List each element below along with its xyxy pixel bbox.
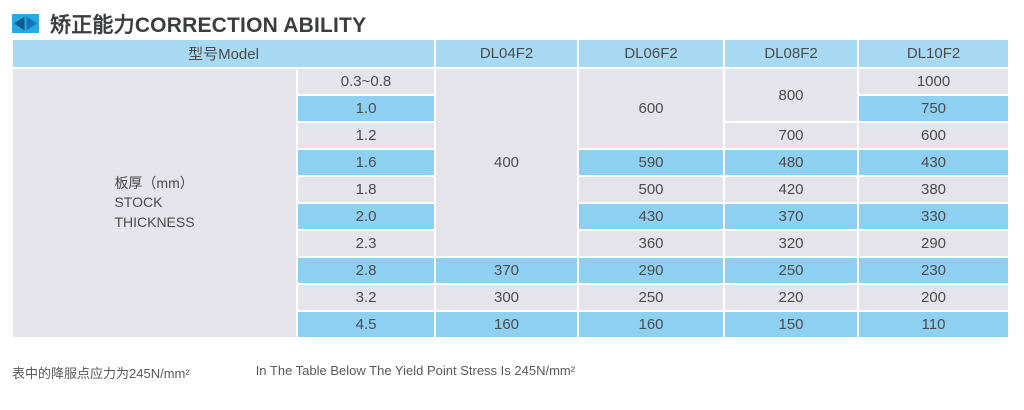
cell-dl10: 600 [859, 123, 1009, 148]
cell-dl10: 330 [859, 204, 1009, 229]
header-model: 型号Model [13, 40, 435, 67]
cell-dl08: 250 [725, 258, 858, 283]
cell-thickness: 3.2 [298, 285, 435, 310]
footnote: 表中的降服点应力为245N/mm² In The Table Below The… [12, 363, 1024, 382]
stock-thickness-label-en1: STOCK [114, 194, 163, 211]
cell-dl04-span: 400 [436, 69, 578, 256]
cell-dl10: 1000 [859, 69, 1009, 94]
table-row: 1.2 700 600 [13, 123, 1009, 148]
cell-dl08: 150 [725, 312, 858, 337]
cell-dl06: 290 [579, 258, 724, 283]
cell-dl10: 430 [859, 150, 1009, 175]
page-title-en: CORRECTION ABILITY [134, 13, 367, 37]
stock-thickness-label-zh: 板厚（mm） [114, 174, 194, 191]
cell-dl10: 290 [859, 231, 1009, 256]
table-row: 2.0 430 370 330 [13, 204, 1009, 229]
cell-dl10: 110 [859, 312, 1009, 337]
cell-dl04: 160 [436, 312, 578, 337]
cell-dl08: 480 [725, 150, 858, 175]
section-title-bar: 矫正能力CORRECTION ABILITY [0, 0, 1024, 39]
cell-thickness: 2.3 [298, 231, 435, 256]
cell-thickness: 4.5 [298, 312, 435, 337]
cell-thickness: 2.0 [298, 204, 435, 229]
cell-dl06-span: 600 [579, 69, 724, 148]
cell-dl08: 220 [725, 285, 858, 310]
cell-dl04: 300 [436, 285, 578, 310]
cell-dl08: 320 [725, 231, 858, 256]
cell-thickness: 2.8 [298, 258, 435, 283]
cell-dl06: 360 [579, 231, 724, 256]
stock-thickness-label-en2: THICKNESS [114, 213, 195, 230]
header-dl06f2: DL06F2 [579, 40, 724, 67]
cell-dl08-span: 800 [725, 69, 858, 121]
cell-dl06: 430 [579, 204, 724, 229]
cell-thickness: 1.0 [298, 96, 435, 121]
cell-thickness: 0.3~0.8 [298, 69, 435, 94]
cell-dl10: 380 [859, 177, 1009, 202]
table-row: 4.5 160 160 150 110 [13, 312, 1009, 337]
table-row: 板厚（mm） STOCK THICKNESS 0.3~0.8 400 600 8… [13, 69, 1009, 337]
cell-dl08: 420 [725, 177, 858, 202]
twin-arrows-icon [12, 14, 39, 33]
cell-dl10: 230 [859, 258, 1009, 283]
table-row: 1.6 590 480 430 [13, 150, 1009, 175]
footnote-zh: 表中的降服点应力为245N/mm² [12, 366, 190, 381]
cell-dl06: 590 [579, 150, 724, 175]
page-title: 矫正能力CORRECTION ABILITY [50, 9, 366, 39]
header-dl04f2: DL04F2 [436, 40, 578, 67]
cell-dl08: 370 [725, 204, 858, 229]
cell-dl10: 750 [859, 96, 1009, 121]
stock-thickness-label: 板厚（mm） STOCK THICKNESS [114, 174, 194, 233]
table-row: 1.0 750 [13, 96, 1009, 121]
cell-thickness: 1.6 [298, 150, 435, 175]
cell-dl06: 250 [579, 285, 724, 310]
stock-thickness-label-cell: 板厚（mm） STOCK THICKNESS [13, 69, 296, 337]
header-dl08f2: DL08F2 [725, 40, 858, 67]
header-dl10f2: DL10F2 [859, 40, 1009, 67]
cell-dl04: 370 [436, 258, 578, 283]
cell-dl06: 160 [579, 312, 724, 337]
table-row: 2.8 370 290 250 230 [13, 258, 1009, 283]
table-row: 2.3 360 320 290 [13, 231, 1009, 256]
table-row: 3.2 300 250 220 200 [13, 285, 1009, 310]
cell-thickness: 1.8 [298, 177, 435, 202]
cell-dl06: 500 [579, 177, 724, 202]
cell-dl10: 200 [859, 285, 1009, 310]
cell-thickness: 1.2 [298, 123, 435, 148]
cell-dl08: 700 [725, 123, 858, 148]
table-header-row: 型号Model DL04F2 DL06F2 DL08F2 DL10F2 [13, 40, 1009, 67]
table-row: 1.8 500 420 380 [13, 177, 1009, 202]
footnote-en: In The Table Below The Yield Point Stres… [255, 363, 576, 378]
correction-ability-table: 型号Model DL04F2 DL06F2 DL08F2 DL10F2 板厚（m… [11, 38, 1010, 339]
page-title-zh: 矫正能力 [50, 13, 135, 37]
